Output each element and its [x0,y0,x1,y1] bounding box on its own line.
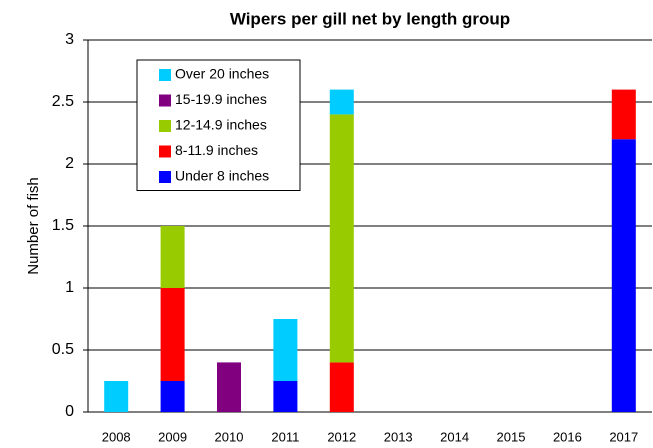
x-tick-label: 2016 [553,429,582,444]
bar-segment [611,139,636,412]
legend-swatch [159,69,171,81]
x-tick-label: 2015 [497,429,526,444]
x-tick-label: 2010 [215,429,244,444]
x-tick-label: 2017 [609,429,638,444]
y-tick-label: 2.5 [52,93,74,110]
bar-segment [329,89,354,115]
y-tick-label: 1.5 [52,217,74,234]
legend-swatch [159,145,171,158]
legend-label: 15-19.9 inches [175,91,267,107]
y-axis-label: Number of fish [25,177,42,275]
bar-segment [611,89,636,140]
bar-segment [273,319,298,381]
x-tick-label: 2013 [384,429,413,444]
x-tick-label: 2011 [271,429,299,444]
legend-label: 8-11.9 inches [175,142,258,158]
y-tick-label: 0 [65,403,74,420]
y-tick-label: 3 [65,31,74,48]
x-tick-label: 2012 [327,429,356,444]
x-tick-label: 2014 [440,429,469,444]
legend-label: 12-14.9 inches [175,117,267,133]
bar-segment [160,226,185,288]
y-tick-label: 0.5 [52,341,74,358]
bar-segment [329,362,354,412]
x-tick-label: 2008 [102,429,131,444]
legend-swatch [159,94,171,107]
legend-swatch [159,171,171,183]
bar-segment [160,381,185,412]
y-tick-label: 1 [65,279,74,296]
bar-segment [329,114,354,363]
bar-segment [217,362,241,412]
x-tick-label: 2009 [158,429,187,444]
bar-segment [160,288,185,381]
legend-label: Over 20 inches [175,66,269,82]
bar-segment [273,381,298,412]
y-tick-label: 2 [65,155,74,172]
bar-segment [104,381,129,412]
legend-label: Under 8 inches [175,168,269,184]
chart-title: Wipers per gill net by length group [230,9,510,28]
legend-swatch [159,120,171,132]
